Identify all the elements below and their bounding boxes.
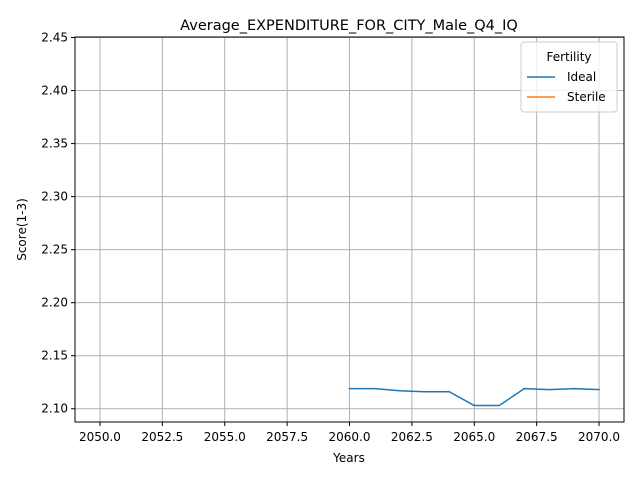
y-tick-label: 2.30 bbox=[41, 190, 68, 204]
legend-label-ideal: Ideal bbox=[567, 70, 596, 84]
x-tick-label: 2062.5 bbox=[391, 430, 433, 444]
legend-entries: Ideal Sterile bbox=[527, 70, 606, 104]
legend-box bbox=[520, 41, 618, 113]
x-tick-label: 2055.0 bbox=[204, 430, 246, 444]
legend-title: Fertility bbox=[546, 50, 591, 64]
legend: Fertility Ideal Sterile bbox=[520, 41, 618, 113]
y-tick-label: 2.35 bbox=[41, 137, 68, 151]
series-line-ideal bbox=[348, 387, 600, 407]
y-tick-label: 2.20 bbox=[41, 296, 68, 310]
x-axis-label: Years bbox=[332, 451, 365, 465]
x-tick-label: 2050.0 bbox=[79, 430, 121, 444]
x-tick-label: 2060.0 bbox=[329, 430, 371, 444]
series-lines bbox=[348, 387, 600, 407]
y-axis-label: Score(1-3) bbox=[15, 198, 29, 261]
x-tick-label: 2052.5 bbox=[141, 430, 183, 444]
grid-lines bbox=[75, 37, 624, 422]
legend-label-sterile: Sterile bbox=[567, 90, 606, 104]
y-tick-label: 2.15 bbox=[41, 349, 68, 363]
y-tick-label: 2.25 bbox=[41, 243, 68, 257]
x-tick-label: 2057.5 bbox=[266, 430, 308, 444]
x-tick-label: 2065.0 bbox=[453, 430, 495, 444]
x-tick-label: 2067.5 bbox=[516, 430, 558, 444]
y-tick-label: 2.40 bbox=[41, 84, 68, 98]
y-tick-label: 2.10 bbox=[41, 402, 68, 416]
axis-ticks: 2050.0 2052.5 2055.0 2057.5 2060.0 2062.5 2065… bbox=[41, 31, 620, 444]
chart-title: Average_EXPENDITURE_FOR_CITY_Male_Q4_IQ bbox=[180, 18, 518, 34]
x-tick-label: 2070.0 bbox=[578, 430, 620, 444]
y-tick-label: 2.45 bbox=[41, 31, 68, 45]
